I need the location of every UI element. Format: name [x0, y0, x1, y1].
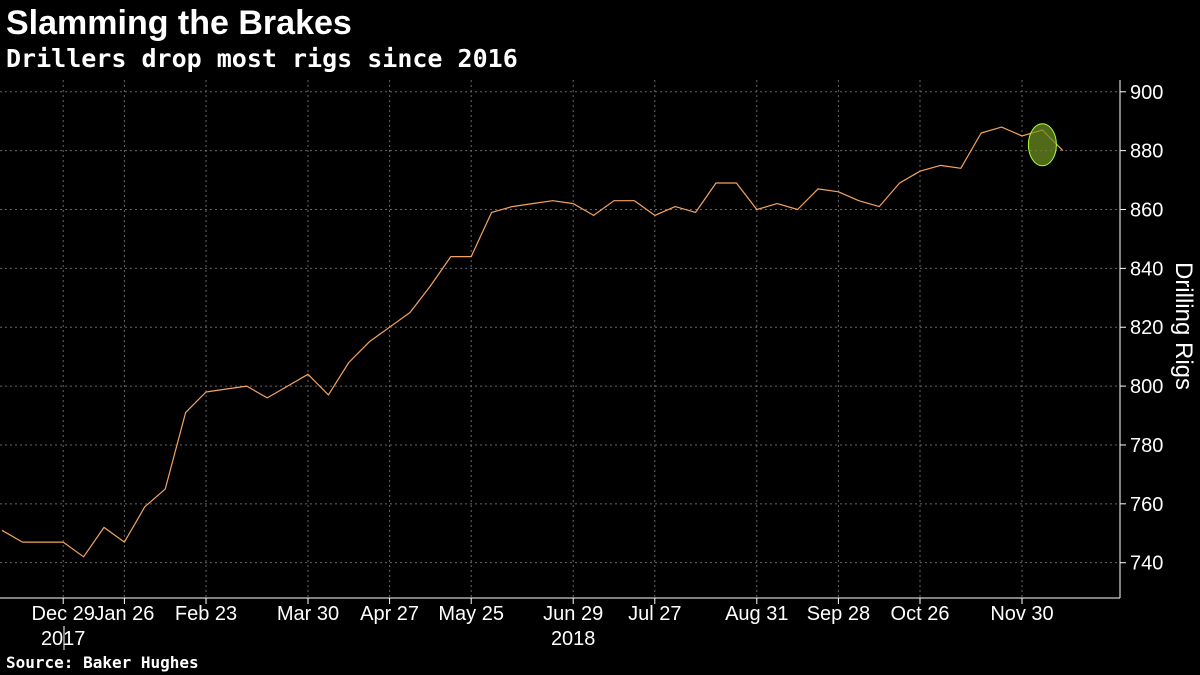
highlight-ellipse	[1027, 123, 1057, 167]
x-tick-year-label: 2017	[41, 628, 86, 650]
y-tick-label: 760	[1130, 494, 1163, 516]
y-axis	[0, 80, 1121, 599]
x-tick-label: Nov 30	[990, 603, 1053, 625]
y-tick-label: 840	[1130, 258, 1163, 280]
x-tick-labels: Dec 29 2017 Jan 26 Feb 23 Mar 30 Apr 27 May 25…	[32, 598, 1054, 650]
x-tick-label: Oct 26	[891, 603, 950, 625]
x-tick-label: Mar 30	[277, 603, 339, 625]
x-tick-year-label: 2018	[551, 628, 596, 650]
x-tick-label: Jun 29	[543, 603, 603, 625]
x-tick-label: Aug 31	[725, 603, 788, 625]
series-layer	[1, 123, 1064, 558]
y-tick-label: 800	[1130, 376, 1163, 398]
grid-lines	[0, 80, 1120, 598]
y-tick-label: 880	[1130, 141, 1163, 163]
y-tick-label: 860	[1130, 200, 1163, 222]
x-tick-label: Dec 29	[32, 603, 95, 625]
y-tick-label: 900	[1130, 82, 1163, 104]
x-tick-label: Sep 28	[807, 603, 870, 625]
x-tick-label: May 25	[438, 603, 504, 625]
x-tick-label: Jul 27	[628, 603, 681, 625]
x-tick-label: Jan 26	[94, 603, 154, 625]
x-tick-label: Apr 27	[360, 603, 419, 625]
y-tick-label: 820	[1130, 317, 1163, 339]
y-tick-label: 780	[1130, 435, 1163, 457]
x-tick-label: Feb 23	[175, 603, 237, 625]
y-tick-labels: 740 760 780 800 820 840 860 880 900	[1120, 82, 1163, 575]
chart-subtitle: Drillers drop most rigs since 2016	[6, 44, 518, 73]
source-note: Source: Baker Hughes	[6, 653, 199, 672]
y-tick-label: 740	[1130, 553, 1163, 575]
chart-title: Slamming the Brakes	[6, 4, 352, 42]
y-axis-title: Drilling Rigs	[1170, 262, 1197, 390]
series-line	[1, 126, 1064, 558]
